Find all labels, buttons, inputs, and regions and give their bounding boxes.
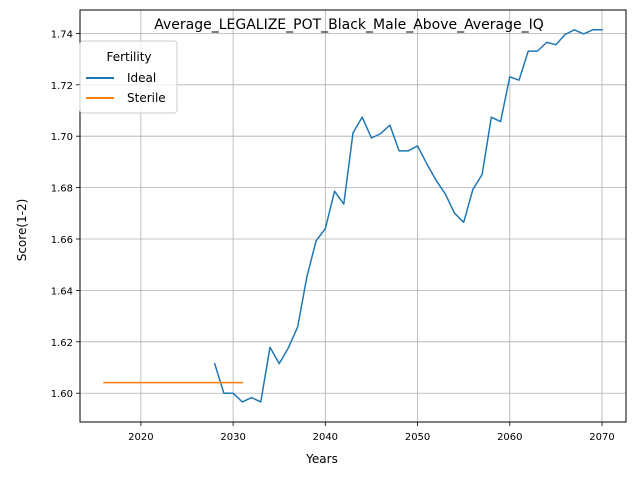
- x-tick-label: 2040: [313, 432, 338, 443]
- y-tick-label: 1.60: [51, 389, 73, 400]
- x-tick-label: 2020: [128, 432, 153, 443]
- x-tick-label: 2030: [220, 432, 245, 443]
- legend: Fertility Ideal Sterile: [79, 40, 178, 114]
- x-axis-label: Years: [305, 452, 338, 466]
- grid: [80, 10, 626, 422]
- y-tick-label: 1.72: [51, 81, 73, 92]
- x-axis: 2020 2030 2040 2050 2060 2070: [128, 422, 615, 443]
- y-tick-label: 1.68: [51, 184, 73, 195]
- plot-frame: [79, 9, 627, 423]
- legend-box: [79, 40, 178, 114]
- y-tick-label: 1.62: [51, 338, 73, 349]
- y-tick-label: 1.66: [51, 235, 73, 246]
- legend-label-sterile: Sterile: [127, 91, 166, 105]
- legend-title: Fertility: [106, 50, 151, 64]
- y-tick-label: 1.70: [51, 132, 73, 143]
- y-tick-label: 1.74: [51, 29, 73, 40]
- chart-title: Average_LEGALIZE_POT_Black_Male_Above_Av…: [154, 17, 544, 33]
- x-tick-label: 2070: [589, 432, 614, 443]
- x-tick-label: 2060: [497, 432, 522, 443]
- y-axis-label: Score(1-2): [15, 199, 29, 262]
- x-tick-label: 2050: [405, 432, 430, 443]
- legend-label-ideal: Ideal: [127, 71, 156, 85]
- y-tick-label: 1.64: [51, 286, 73, 297]
- series-layer: [103, 29, 603, 403]
- y-axis: 1.60 1.62 1.64 1.66 1.68 1.70 1.72 1.74: [51, 29, 80, 400]
